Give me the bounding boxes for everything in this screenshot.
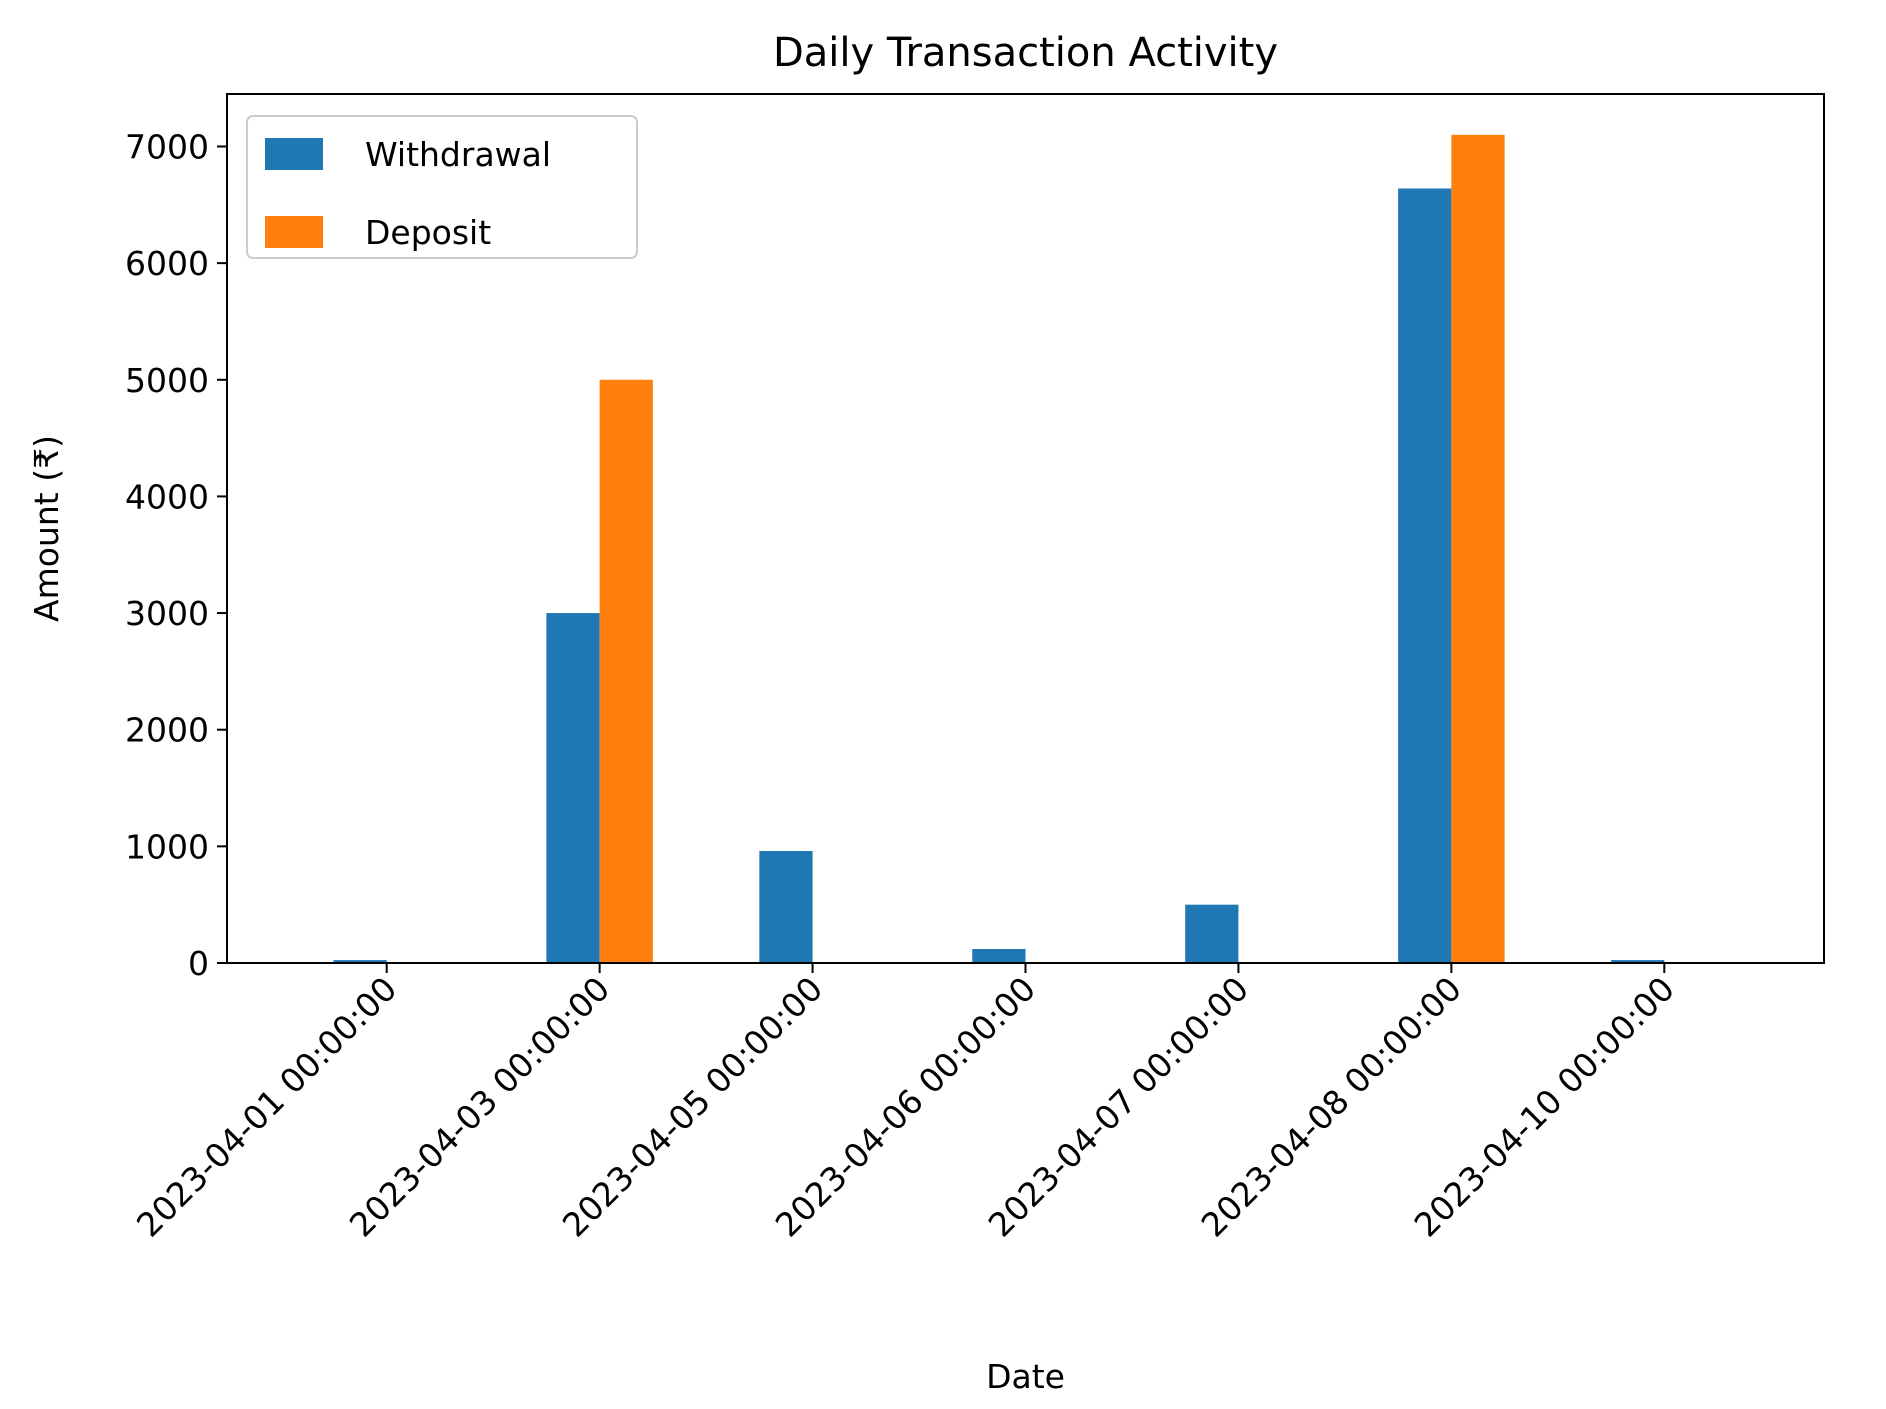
y-tick-label-6: 6000 [125, 244, 209, 283]
y-tick-label-3: 3000 [125, 594, 209, 633]
x-axis-label: Date [986, 1357, 1065, 1396]
legend-label-deposit: Deposit [365, 213, 491, 252]
y-axis-label: Amount (₹) [27, 435, 66, 622]
bar-withdrawal-6 [1611, 960, 1665, 963]
chart-title: Daily Transaction Activity [773, 30, 1278, 76]
legend-swatch-withdrawal [265, 138, 323, 170]
legend-box [246, 115, 638, 259]
bar-deposit-1 [599, 379, 653, 963]
bar-deposit-5 [1451, 134, 1505, 963]
bars-layer [333, 134, 1665, 963]
legend-label-withdrawal: Withdrawal [365, 135, 551, 174]
y-tick-label-4: 4000 [125, 477, 209, 516]
y-tick-label-5: 5000 [125, 361, 209, 400]
y-tick-label-2: 2000 [125, 711, 209, 750]
legend-swatch-deposit [265, 216, 323, 248]
y-tick-label-0: 0 [188, 944, 209, 983]
bar-withdrawal-0 [333, 960, 387, 963]
legend: Withdrawal Deposit [246, 115, 638, 259]
bar-withdrawal-1 [546, 613, 600, 963]
y-tick-label-7: 7000 [125, 127, 209, 166]
bar-withdrawal-3 [972, 949, 1026, 963]
plot-frame [226, 93, 1825, 964]
bar-withdrawal-2 [759, 851, 813, 963]
y-axis-ticks: 0 1000 2000 3000 4000 5000 6000 7000 [125, 127, 227, 983]
bar-withdrawal-4 [1185, 904, 1239, 963]
bar-withdrawal-5 [1398, 188, 1452, 963]
y-tick-label-1: 1000 [125, 827, 209, 866]
